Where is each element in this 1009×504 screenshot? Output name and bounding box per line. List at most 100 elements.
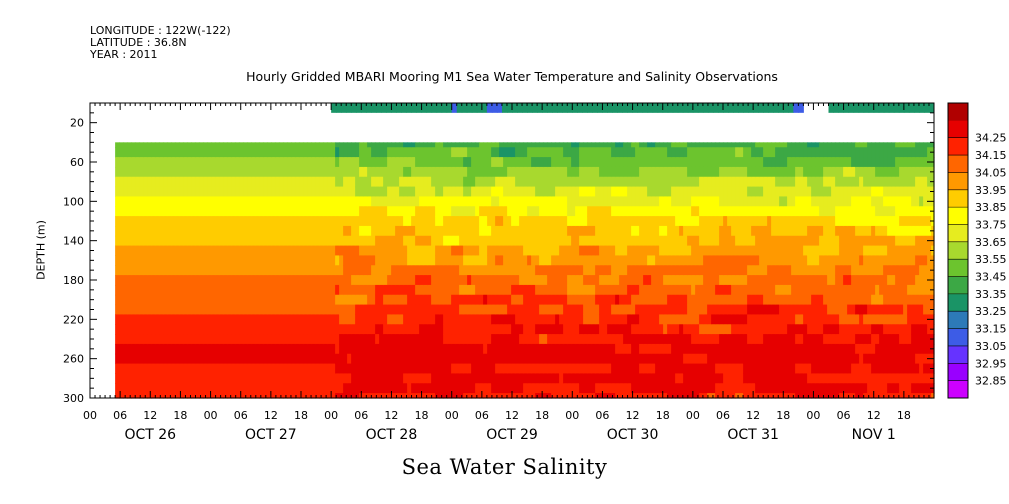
salinity-cell — [743, 225, 748, 237]
salinity-cell — [151, 363, 156, 375]
salinity-cell — [179, 383, 184, 394]
salinity-cell — [543, 275, 548, 286]
salinity-cell — [275, 275, 280, 286]
salinity-cell — [679, 314, 684, 325]
salinity-cell — [427, 363, 432, 375]
salinity-cell — [147, 147, 152, 158]
salinity-cell — [147, 225, 152, 237]
salinity-cell — [399, 353, 404, 365]
salinity-cell — [619, 166, 624, 178]
salinity-cell — [155, 142, 160, 148]
salinity-cell — [323, 176, 328, 188]
salinity-cell — [675, 206, 680, 217]
salinity-cell — [507, 284, 512, 296]
salinity-cell — [807, 373, 812, 384]
salinity-cell — [567, 186, 572, 198]
salinity-cell — [139, 275, 144, 286]
salinity-cell — [751, 147, 756, 158]
salinity-cell — [219, 334, 224, 345]
salinity-cell — [251, 324, 256, 335]
salinity-cell — [599, 314, 604, 325]
salinity-cell — [179, 157, 184, 168]
salinity-cell — [843, 216, 848, 227]
salinity-cell — [695, 363, 700, 375]
salinity-cell — [307, 284, 312, 296]
salinity-cell — [691, 196, 696, 207]
salinity-cell — [399, 147, 404, 158]
salinity-cell — [227, 186, 232, 198]
salinity-cell — [211, 216, 216, 227]
salinity-cell — [383, 176, 388, 188]
salinity-cell — [355, 324, 360, 335]
salinity-cell — [595, 142, 600, 148]
salinity-cell — [219, 176, 224, 188]
salinity-cell — [203, 166, 208, 178]
salinity-cell — [431, 196, 436, 207]
salinity-cell — [623, 324, 628, 335]
salinity-cell — [543, 235, 548, 247]
salinity-cell — [595, 343, 600, 355]
salinity-cell — [483, 334, 488, 345]
salinity-cell — [311, 216, 316, 227]
salinity-cell — [703, 314, 708, 325]
salinity-cell — [615, 275, 620, 286]
salinity-cell — [379, 206, 384, 217]
salinity-cell — [187, 314, 192, 325]
salinity-cell — [179, 363, 184, 375]
salinity-cell — [807, 324, 812, 335]
salinity-cell — [399, 166, 404, 178]
salinity-cell — [415, 206, 420, 217]
salinity-cell — [667, 142, 672, 148]
salinity-cell — [523, 176, 528, 188]
salinity-cell — [563, 206, 568, 217]
salinity-cell — [839, 314, 844, 325]
salinity-cell — [207, 225, 212, 237]
salinity-cell — [823, 284, 828, 296]
salinity-cell — [747, 314, 752, 325]
salinity-cell — [419, 343, 424, 355]
salinity-cell — [531, 196, 536, 207]
salinity-cell — [747, 343, 752, 355]
salinity-cell — [251, 294, 256, 306]
salinity-cell — [727, 324, 732, 335]
salinity-cell — [219, 255, 224, 266]
salinity-cell — [235, 225, 240, 237]
salinity-cell — [679, 265, 684, 276]
salinity-cell — [215, 157, 220, 168]
salinity-cell — [247, 265, 252, 276]
salinity-cell — [643, 245, 648, 257]
salinity-cell — [819, 176, 824, 188]
salinity-cell — [607, 275, 612, 286]
salinity-cell — [371, 373, 376, 384]
salinity-cell — [351, 284, 356, 296]
salinity-cell — [187, 324, 192, 335]
salinity-cell — [655, 245, 660, 257]
salinity-cell — [423, 284, 428, 296]
salinity-cell — [607, 363, 612, 375]
salinity-cell — [835, 142, 840, 148]
salinity-cell — [791, 255, 796, 266]
salinity-cell — [411, 304, 416, 316]
salinity-cell — [327, 363, 332, 375]
salinity-cell — [343, 373, 348, 384]
salinity-cell — [427, 166, 432, 178]
salinity-cell — [407, 265, 412, 276]
salinity-cell — [803, 353, 808, 365]
salinity-cell — [435, 216, 440, 227]
salinity-cell — [291, 157, 296, 168]
salinity-cell — [603, 373, 608, 384]
salinity-cell — [843, 186, 848, 198]
salinity-cell — [643, 142, 648, 148]
salinity-cell — [351, 334, 356, 345]
salinity-cell — [691, 265, 696, 276]
salinity-cell — [555, 142, 560, 148]
salinity-cell — [831, 196, 836, 207]
salinity-cell — [683, 206, 688, 217]
salinity-cell — [627, 225, 632, 237]
salinity-cell — [307, 255, 312, 266]
salinity-cell — [799, 304, 804, 316]
salinity-cell — [659, 324, 664, 335]
salinity-cell — [711, 245, 716, 257]
salinity-cell — [235, 196, 240, 207]
salinity-cell — [747, 304, 752, 316]
